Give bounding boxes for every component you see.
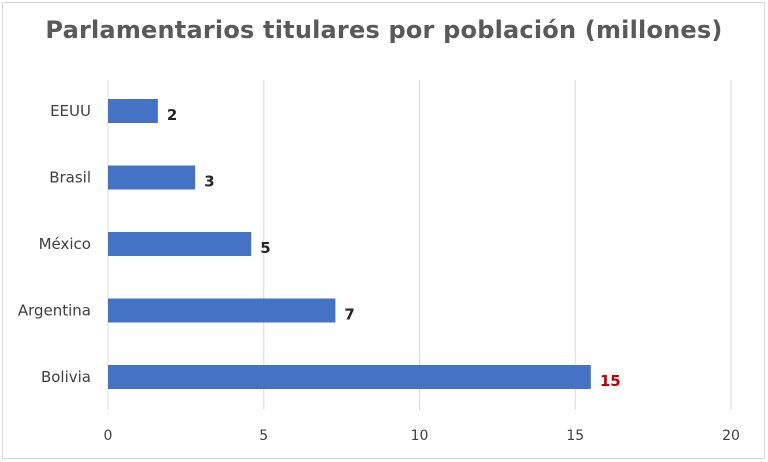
category-label: Bolivia xyxy=(41,368,91,386)
category-label: Brasil xyxy=(49,169,91,187)
bar-argentina xyxy=(108,298,336,323)
x-tick-label: 5 xyxy=(259,428,268,444)
x-tick-label: 15 xyxy=(566,428,584,444)
data-label: 5 xyxy=(260,239,270,257)
data-label: 7 xyxy=(344,306,354,324)
bar-brasil xyxy=(108,165,196,190)
x-tick-label: 20 xyxy=(722,428,740,444)
chart-title: Parlamentarios titulares por población (… xyxy=(45,16,723,44)
category-label: México xyxy=(39,235,91,253)
bar-eeuu xyxy=(108,99,158,123)
data-label: 2 xyxy=(167,106,177,124)
x-tick-label: 0 xyxy=(104,428,113,444)
bar-méxico xyxy=(108,232,252,256)
category-label: EEUU xyxy=(50,102,91,120)
bar-bolivia xyxy=(108,365,591,389)
data-label: 3 xyxy=(204,173,214,191)
data-label: 15 xyxy=(600,372,621,390)
category-label: Argentina xyxy=(18,302,91,320)
x-tick-label: 10 xyxy=(411,428,429,444)
